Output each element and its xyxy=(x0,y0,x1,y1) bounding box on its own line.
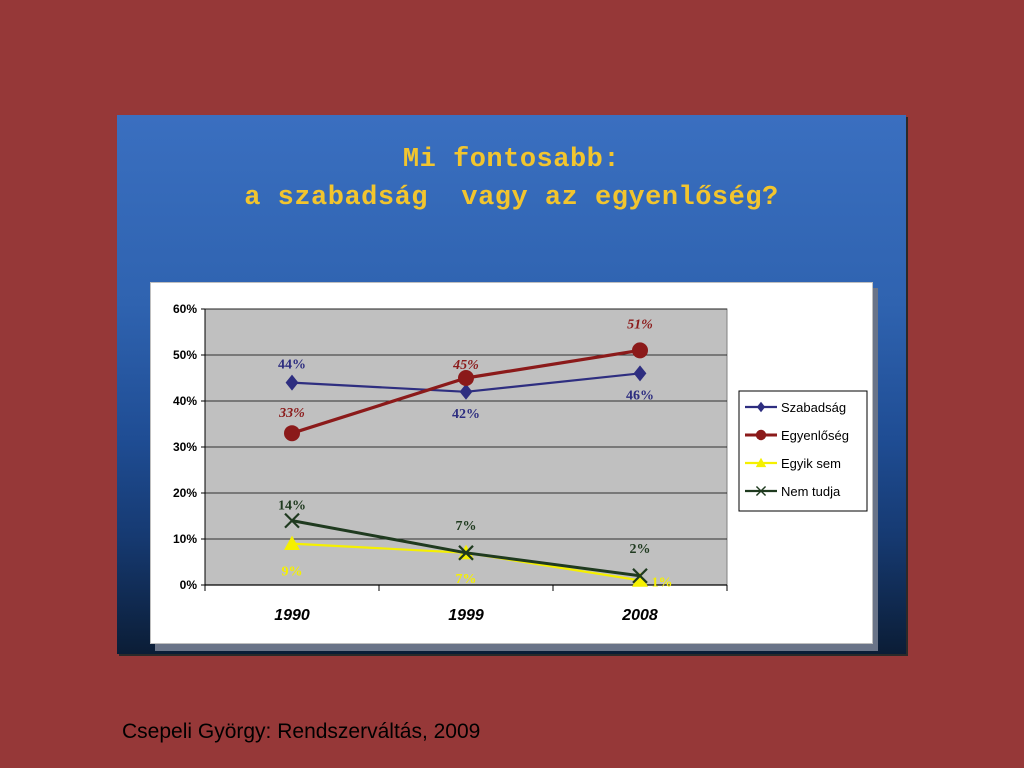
data-point-1-3 xyxy=(633,365,647,382)
data-point-2-1 xyxy=(284,425,300,442)
data-label: 7% xyxy=(456,572,477,587)
data-point-4-3 xyxy=(632,568,648,584)
y-tick-label: 60% xyxy=(173,302,197,316)
data-point-3-1 xyxy=(284,535,300,550)
x-tick-label: 2008 xyxy=(621,607,658,624)
data-label: 33% xyxy=(278,406,305,421)
slide-title: Mi fontosabb: a szabadság vagy az egyenl… xyxy=(117,141,906,217)
data-label: 7% xyxy=(456,519,477,534)
footer-caption: Csepeli György: Rendszerváltás, 2009 xyxy=(122,720,481,743)
y-tick-label: 0% xyxy=(180,578,198,592)
data-point-2-2 xyxy=(458,370,474,386)
data-point-1-2 xyxy=(459,383,473,400)
data-label: 44% xyxy=(278,358,306,373)
x-tick-label: 1999 xyxy=(448,607,484,624)
y-tick-label: 50% xyxy=(173,348,197,362)
data-point-3-3 xyxy=(632,572,648,587)
legend-label: Nem tudja xyxy=(781,484,841,499)
data-label: 2% xyxy=(630,542,651,557)
data-label: 42% xyxy=(452,407,480,422)
data-label: 51% xyxy=(627,317,653,332)
chart-container: 0% 10% 20% 30% 40% 50% 60% 1990 1999 2008 44% 42% 46… xyxy=(150,282,873,644)
legend-marker xyxy=(755,457,767,468)
y-tick-label: 20% xyxy=(173,486,197,500)
x-tick-label: 1990 xyxy=(274,607,310,624)
legend-label: Egyik sem xyxy=(781,456,841,471)
slide-title-line-1: Mi fontosabb: xyxy=(402,145,621,175)
data-point-4-2 xyxy=(458,545,474,561)
y-tick-label: 40% xyxy=(173,394,197,408)
legend-marker xyxy=(755,485,767,497)
data-label: 46% xyxy=(626,388,654,403)
data-label: 45% xyxy=(452,358,479,373)
data-point-4-1 xyxy=(284,512,300,529)
data-label: 9% xyxy=(282,565,303,580)
legend-marker xyxy=(756,401,766,413)
legend-label: Szabadság xyxy=(781,400,846,415)
data-label: 1% xyxy=(652,575,673,590)
legend-label: Egyenlőség xyxy=(781,428,849,443)
y-tick-label: 30% xyxy=(173,440,197,454)
legend-marker xyxy=(755,429,767,441)
data-label: 14% xyxy=(278,499,306,514)
y-tick-label: 10% xyxy=(173,532,197,546)
line-chart: 0% 10% 20% 30% 40% 50% 60% 1990 1999 2008 44% 42% 46… xyxy=(173,302,868,624)
data-point-2-3 xyxy=(632,342,648,359)
slide-title-line-2: a szabadság vagy az egyenlőség? xyxy=(244,183,779,213)
